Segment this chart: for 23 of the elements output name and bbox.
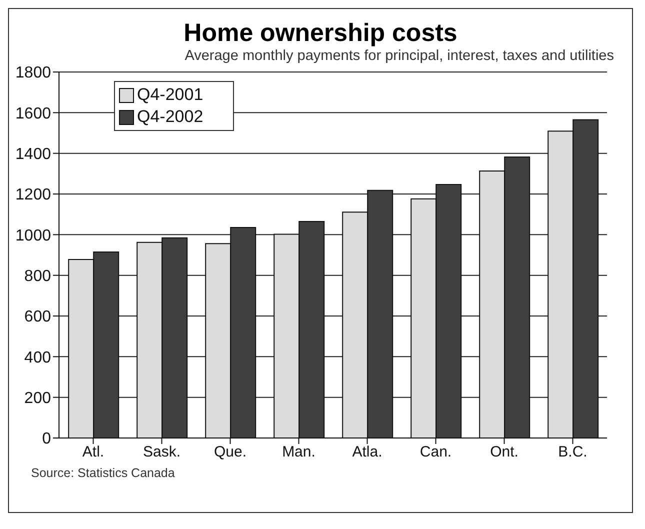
y-tick-label: 1800 — [15, 64, 52, 82]
chart-title: Home ownership costs — [182, 19, 458, 48]
y-tick-label: 800 — [24, 268, 52, 286]
source-note: Source: Statistics Canada — [30, 466, 176, 480]
x-tick-label: B.C. — [558, 444, 588, 461]
x-tick-label: Que. — [214, 444, 247, 461]
legend-label: Q4-2001 — [137, 84, 204, 106]
y-tick-label: 600 — [24, 308, 52, 326]
x-tick-label: Ont. — [490, 444, 518, 461]
x-tick-label: Sask. — [142, 444, 181, 461]
x-tick-label: Atl. — [82, 444, 104, 461]
y-tick-label: 1200 — [15, 186, 52, 204]
legend-label: Q4-2002 — [137, 106, 204, 128]
y-tick-label: 0 — [42, 430, 52, 448]
x-tick-label: Can. — [420, 444, 452, 461]
y-tick-label: 400 — [24, 349, 52, 366]
x-tick-label: Man. — [282, 444, 316, 461]
x-tick-label: Atla. — [352, 444, 382, 461]
y-tick-label: 1400 — [15, 146, 52, 164]
y-tick-label: 1000 — [15, 227, 52, 244]
y-tick-label: 200 — [24, 390, 52, 408]
chart-subtitle: Average monthly payments for principal, interest, taxes and utilities — [184, 48, 615, 64]
y-tick-label: 1600 — [15, 105, 52, 122]
